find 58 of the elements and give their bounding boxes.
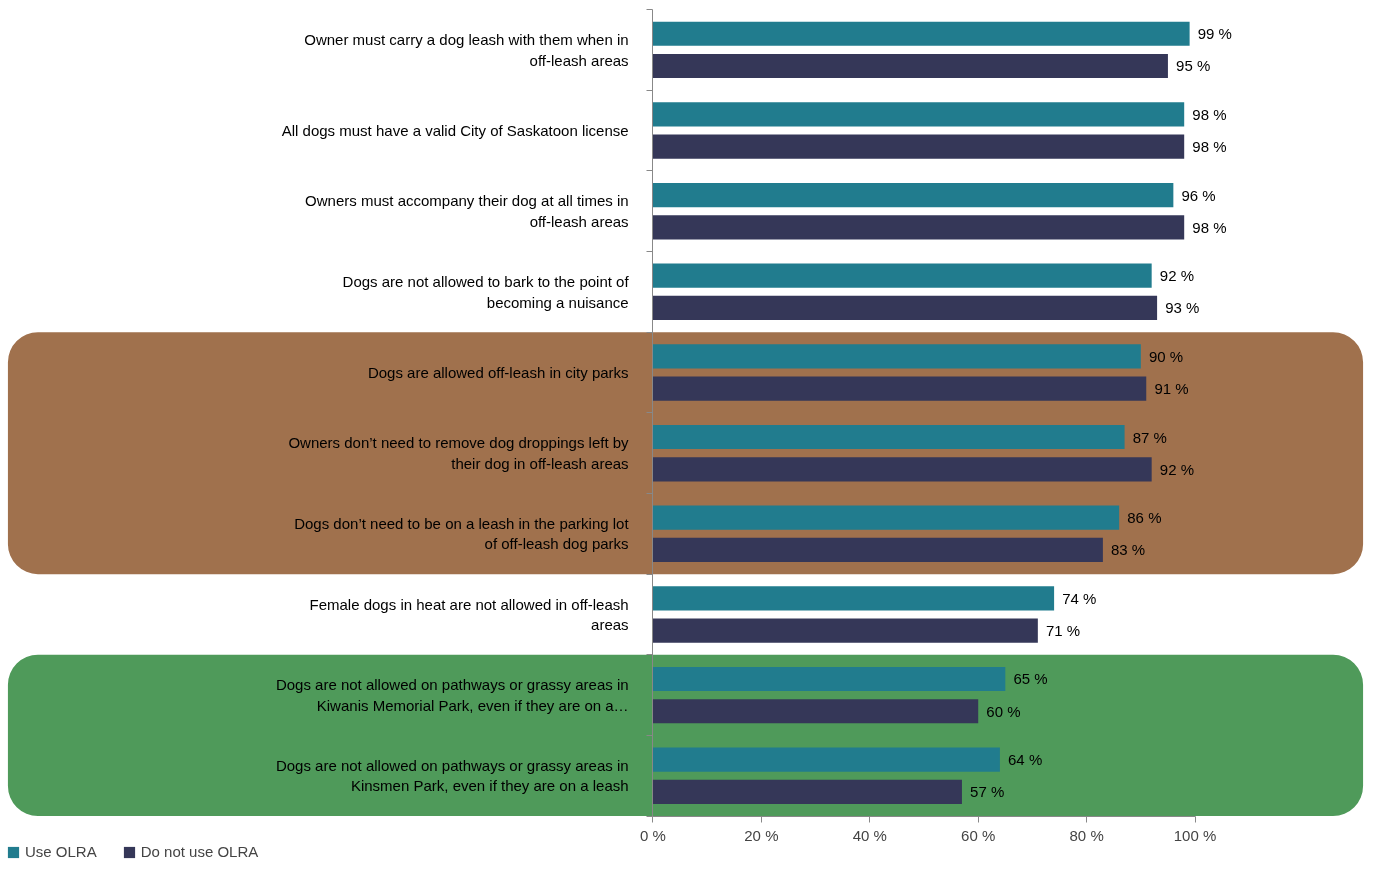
data-label: 57 % bbox=[970, 783, 1005, 801]
x-tick-label: 80 % bbox=[1069, 827, 1104, 845]
bar bbox=[652, 134, 1185, 159]
y-tick-label: Owners must accompany their dog at all times in off-leash areas bbox=[305, 192, 629, 230]
data-label: 98 % bbox=[1192, 218, 1227, 236]
y-tick-label: Female dogs in heat are not allowed in off-leash areas bbox=[309, 595, 629, 634]
y-tick-label: All dogs must have a valid City of Saskatoon license bbox=[281, 122, 629, 140]
data-label: 95 % bbox=[1176, 57, 1211, 75]
bar bbox=[652, 457, 1152, 482]
bar bbox=[652, 618, 1038, 643]
bar bbox=[652, 102, 1185, 127]
y-tick-label: Owner must carry a dog leash with them when in off-leash areas bbox=[304, 31, 629, 69]
y-tick-label: Dogs are not allowed to bark to the point of becoming a nuisance bbox=[342, 273, 630, 311]
y-tick-label: Dogs are not allowed on pathways or grassy areas in Kinsmen Park, even if they are on a leash bbox=[275, 757, 629, 795]
data-label: 87 % bbox=[1132, 428, 1167, 446]
x-tick-label: 20 % bbox=[744, 827, 779, 845]
data-label: 92 % bbox=[1159, 460, 1195, 478]
y-tick-label: Dogs don’t need to be on a leash in the parking lot of off-leash dog parks bbox=[294, 515, 630, 553]
bar bbox=[652, 263, 1152, 288]
data-label: 90 % bbox=[1148, 347, 1184, 365]
legend-label: Use OLRA bbox=[25, 843, 97, 860]
data-label: 83 % bbox=[1111, 541, 1146, 559]
y-tick-label: Dogs are allowed off-leash in city parks bbox=[367, 363, 629, 381]
data-label: 93 % bbox=[1165, 299, 1200, 317]
data-label: 92 % bbox=[1159, 267, 1195, 285]
bar bbox=[652, 376, 1147, 401]
bar bbox=[652, 53, 1168, 79]
y-tick-label: Owners don’t need to remove dog droppings left by their dog in off-leash areas bbox=[288, 434, 630, 472]
bar bbox=[652, 344, 1141, 369]
data-label: 98 % bbox=[1192, 105, 1227, 123]
legend-label: Do not use OLRA bbox=[140, 843, 259, 860]
data-label: 91 % bbox=[1154, 380, 1189, 398]
x-tick-label: 0 % bbox=[640, 827, 666, 845]
bar bbox=[652, 505, 1120, 530]
data-label: 60 % bbox=[986, 702, 1021, 720]
bar bbox=[652, 424, 1125, 450]
data-label: 99 % bbox=[1197, 25, 1232, 43]
data-label: 64 % bbox=[1008, 751, 1043, 769]
x-tick-label: 40 % bbox=[852, 827, 887, 845]
bar bbox=[652, 537, 1103, 563]
bar bbox=[652, 295, 1158, 321]
bar bbox=[652, 779, 962, 805]
bar bbox=[652, 747, 1000, 772]
bar bbox=[652, 21, 1190, 46]
bar bbox=[652, 215, 1185, 240]
data-label: 96 % bbox=[1181, 186, 1216, 204]
bar bbox=[652, 586, 1055, 611]
y-tick-label: Dogs are not allowed on pathways or grassy areas in Kiwanis Memorial Park, even if they are on a… bbox=[275, 676, 629, 714]
bar bbox=[652, 182, 1174, 208]
data-label: 86 % bbox=[1127, 509, 1162, 527]
x-tick-label: 100 % bbox=[1173, 827, 1217, 845]
data-label: 65 % bbox=[1013, 670, 1048, 688]
data-label: 74 % bbox=[1062, 589, 1097, 607]
bar bbox=[652, 699, 979, 724]
x-tick-label: 60 % bbox=[961, 827, 996, 845]
data-label: 71 % bbox=[1045, 622, 1081, 640]
data-label: 98 % bbox=[1192, 138, 1227, 156]
bar bbox=[652, 666, 1006, 692]
